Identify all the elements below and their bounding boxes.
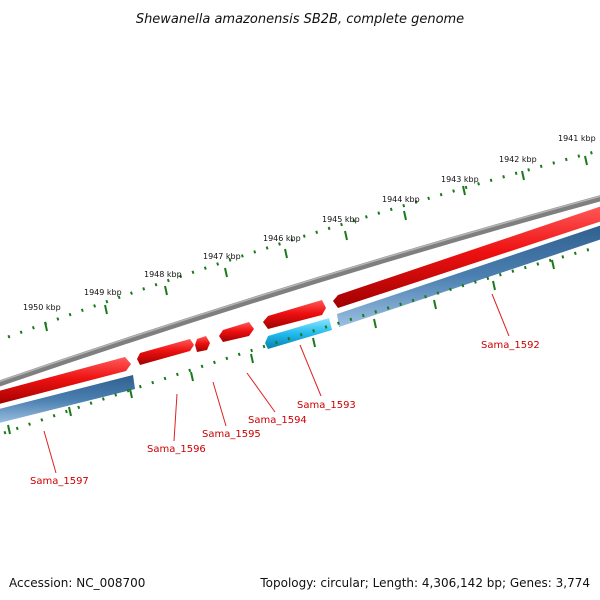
cds-feature <box>333 206 600 308</box>
gene-label: Sama_1594 <box>248 415 307 426</box>
cds-track-forward <box>0 206 600 404</box>
major-tick-1946 <box>284 248 288 259</box>
kbp-label: 1941 kbp <box>558 134 596 143</box>
major-tick-1944 <box>403 210 407 221</box>
cds-feature <box>195 336 210 352</box>
inner-scale <box>3 245 599 435</box>
gene-track <box>0 225 600 423</box>
scale-labels: 1941 kbp 1942 kbp 1943 kbp 1944 kbp 1945… <box>23 134 596 312</box>
cds-feature <box>137 339 194 365</box>
kbp-label: 1950 kbp <box>23 303 61 312</box>
inner-major-tick <box>129 388 133 399</box>
major-tick-1949 <box>104 304 108 315</box>
major-tick-1942 <box>521 170 525 181</box>
major-tick-1948 <box>164 285 168 296</box>
kbp-label: 1946 kbp <box>263 234 301 243</box>
leader-line <box>173 393 178 442</box>
leader-line <box>43 430 57 474</box>
gene-label: Sama_1597 <box>30 476 89 487</box>
gene-feature <box>0 375 135 423</box>
map-title: Shewanella amazonensis SB2B, complete ge… <box>136 12 464 27</box>
inner-tick-dots <box>3 245 599 435</box>
genome-backbone-highlight <box>0 195 600 383</box>
topology-text: Topology: circular; Length: 4,306,142 bp… <box>259 576 590 590</box>
gene-labels: Sama_1592 Sama_1593 Sama_1594 Sama_1595 … <box>30 340 540 487</box>
inner-major-tick <box>492 280 496 291</box>
gene-feature <box>337 225 600 327</box>
major-tick-1945 <box>344 230 348 241</box>
genome-backbone <box>0 195 600 387</box>
gene-label: Sama_1595 <box>202 429 261 440</box>
kbp-label: 1943 kbp <box>441 175 479 184</box>
leader-line <box>246 372 276 413</box>
gene-label: Sama_1593 <box>297 400 356 411</box>
inner-major-tick <box>7 424 11 435</box>
inner-major-tick <box>250 353 254 364</box>
gene-label: Sama_1596 <box>147 444 206 455</box>
leader-line <box>299 344 322 397</box>
accession-text: Accession: NC_008700 <box>9 576 145 590</box>
inner-major-tick <box>190 371 194 382</box>
cds-feature-highlight <box>265 318 332 349</box>
cds-feature <box>0 357 131 404</box>
kbp-label: 1945 kbp <box>322 215 360 224</box>
cds-feature <box>263 300 326 329</box>
inner-major-tick <box>551 259 555 270</box>
outer-scale <box>7 149 599 339</box>
inner-major-tick <box>433 299 437 310</box>
kbp-label: 1947 kbp <box>203 252 241 261</box>
major-tick-1947 <box>224 267 228 278</box>
inner-major-tick <box>373 318 377 329</box>
gene-label: Sama_1592 <box>481 340 540 351</box>
major-tick-1950 <box>44 321 48 332</box>
kbp-label: 1942 kbp <box>499 155 537 164</box>
kbp-label: 1948 kbp <box>144 270 182 279</box>
kbp-label: 1944 kbp <box>382 195 420 204</box>
cds-feature <box>219 322 254 342</box>
kbp-label: 1949 kbp <box>84 288 122 297</box>
leader-line <box>212 381 227 427</box>
gene-leaders <box>43 293 510 474</box>
leader-line <box>491 293 510 337</box>
inner-major-tick <box>68 406 72 417</box>
major-tick-1941 <box>584 155 588 166</box>
major-tick-1943 <box>462 185 466 196</box>
inner-major-tick <box>312 337 316 348</box>
